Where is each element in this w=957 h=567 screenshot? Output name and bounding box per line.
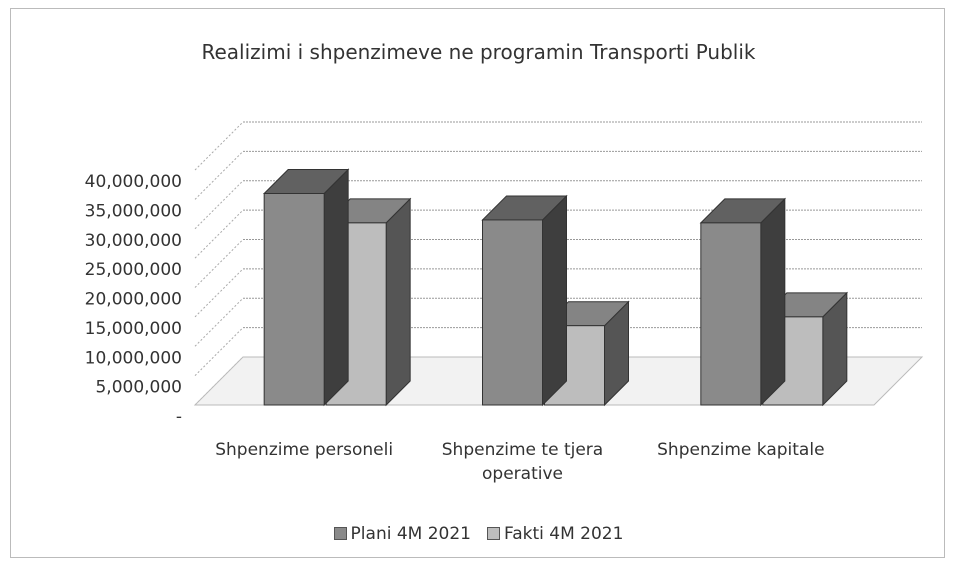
- chart-title: Realizimi i shpenzimeve ne programin Tra…: [201, 40, 756, 64]
- grid-line-side: [194, 180, 244, 230]
- bar-side: [760, 197, 786, 407]
- y-tick-label: 25,000,000: [85, 260, 182, 280]
- y-tick-label: 10,000,000: [85, 348, 182, 368]
- bar-side: [385, 197, 411, 407]
- bar-side: [542, 194, 567, 407]
- x-tick-label: Shpenzime te tjera operative: [441, 440, 604, 484]
- grid-line-side: [194, 239, 244, 288]
- y-tick-label: 20,000,000: [85, 290, 182, 310]
- legend: Plani 4M 2021 Fakti 4M 2021: [0, 524, 957, 544]
- bar: [482, 219, 543, 406]
- grid-line-side: [194, 121, 244, 171]
- y-tick-label: 15,000,000: [85, 319, 182, 339]
- bar: [263, 193, 325, 406]
- legend-item: Plani 4M 2021: [333, 524, 471, 544]
- y-tick-label: 35,000,000: [85, 201, 182, 221]
- y-tick-label: 40,000,000: [85, 172, 182, 192]
- legend-label: Plani 4M 2021: [350, 524, 471, 544]
- chart-frame: [10, 8, 945, 558]
- legend-swatch: [487, 527, 500, 540]
- grid-line-side: [194, 209, 244, 259]
- legend-label: Fakti 4M 2021: [504, 524, 624, 544]
- y-tick-label: 30,000,000: [85, 231, 182, 251]
- y-tick-label: 5,000,000: [95, 378, 182, 398]
- grid-line-side: [194, 297, 244, 347]
- y-tick-label: -: [176, 407, 182, 427]
- grid-line-side: [194, 151, 244, 200]
- x-tick-label: Shpenzime kapitale: [657, 440, 825, 460]
- grid-line-side: [194, 268, 244, 318]
- grid-line-side: [194, 327, 244, 376]
- legend-item: Fakti 4M 2021: [487, 524, 623, 544]
- x-tick-label: Shpenzime personeli: [215, 440, 394, 460]
- bar-side: [323, 168, 349, 407]
- legend-swatch: [333, 527, 347, 540]
- bar: [700, 222, 762, 406]
